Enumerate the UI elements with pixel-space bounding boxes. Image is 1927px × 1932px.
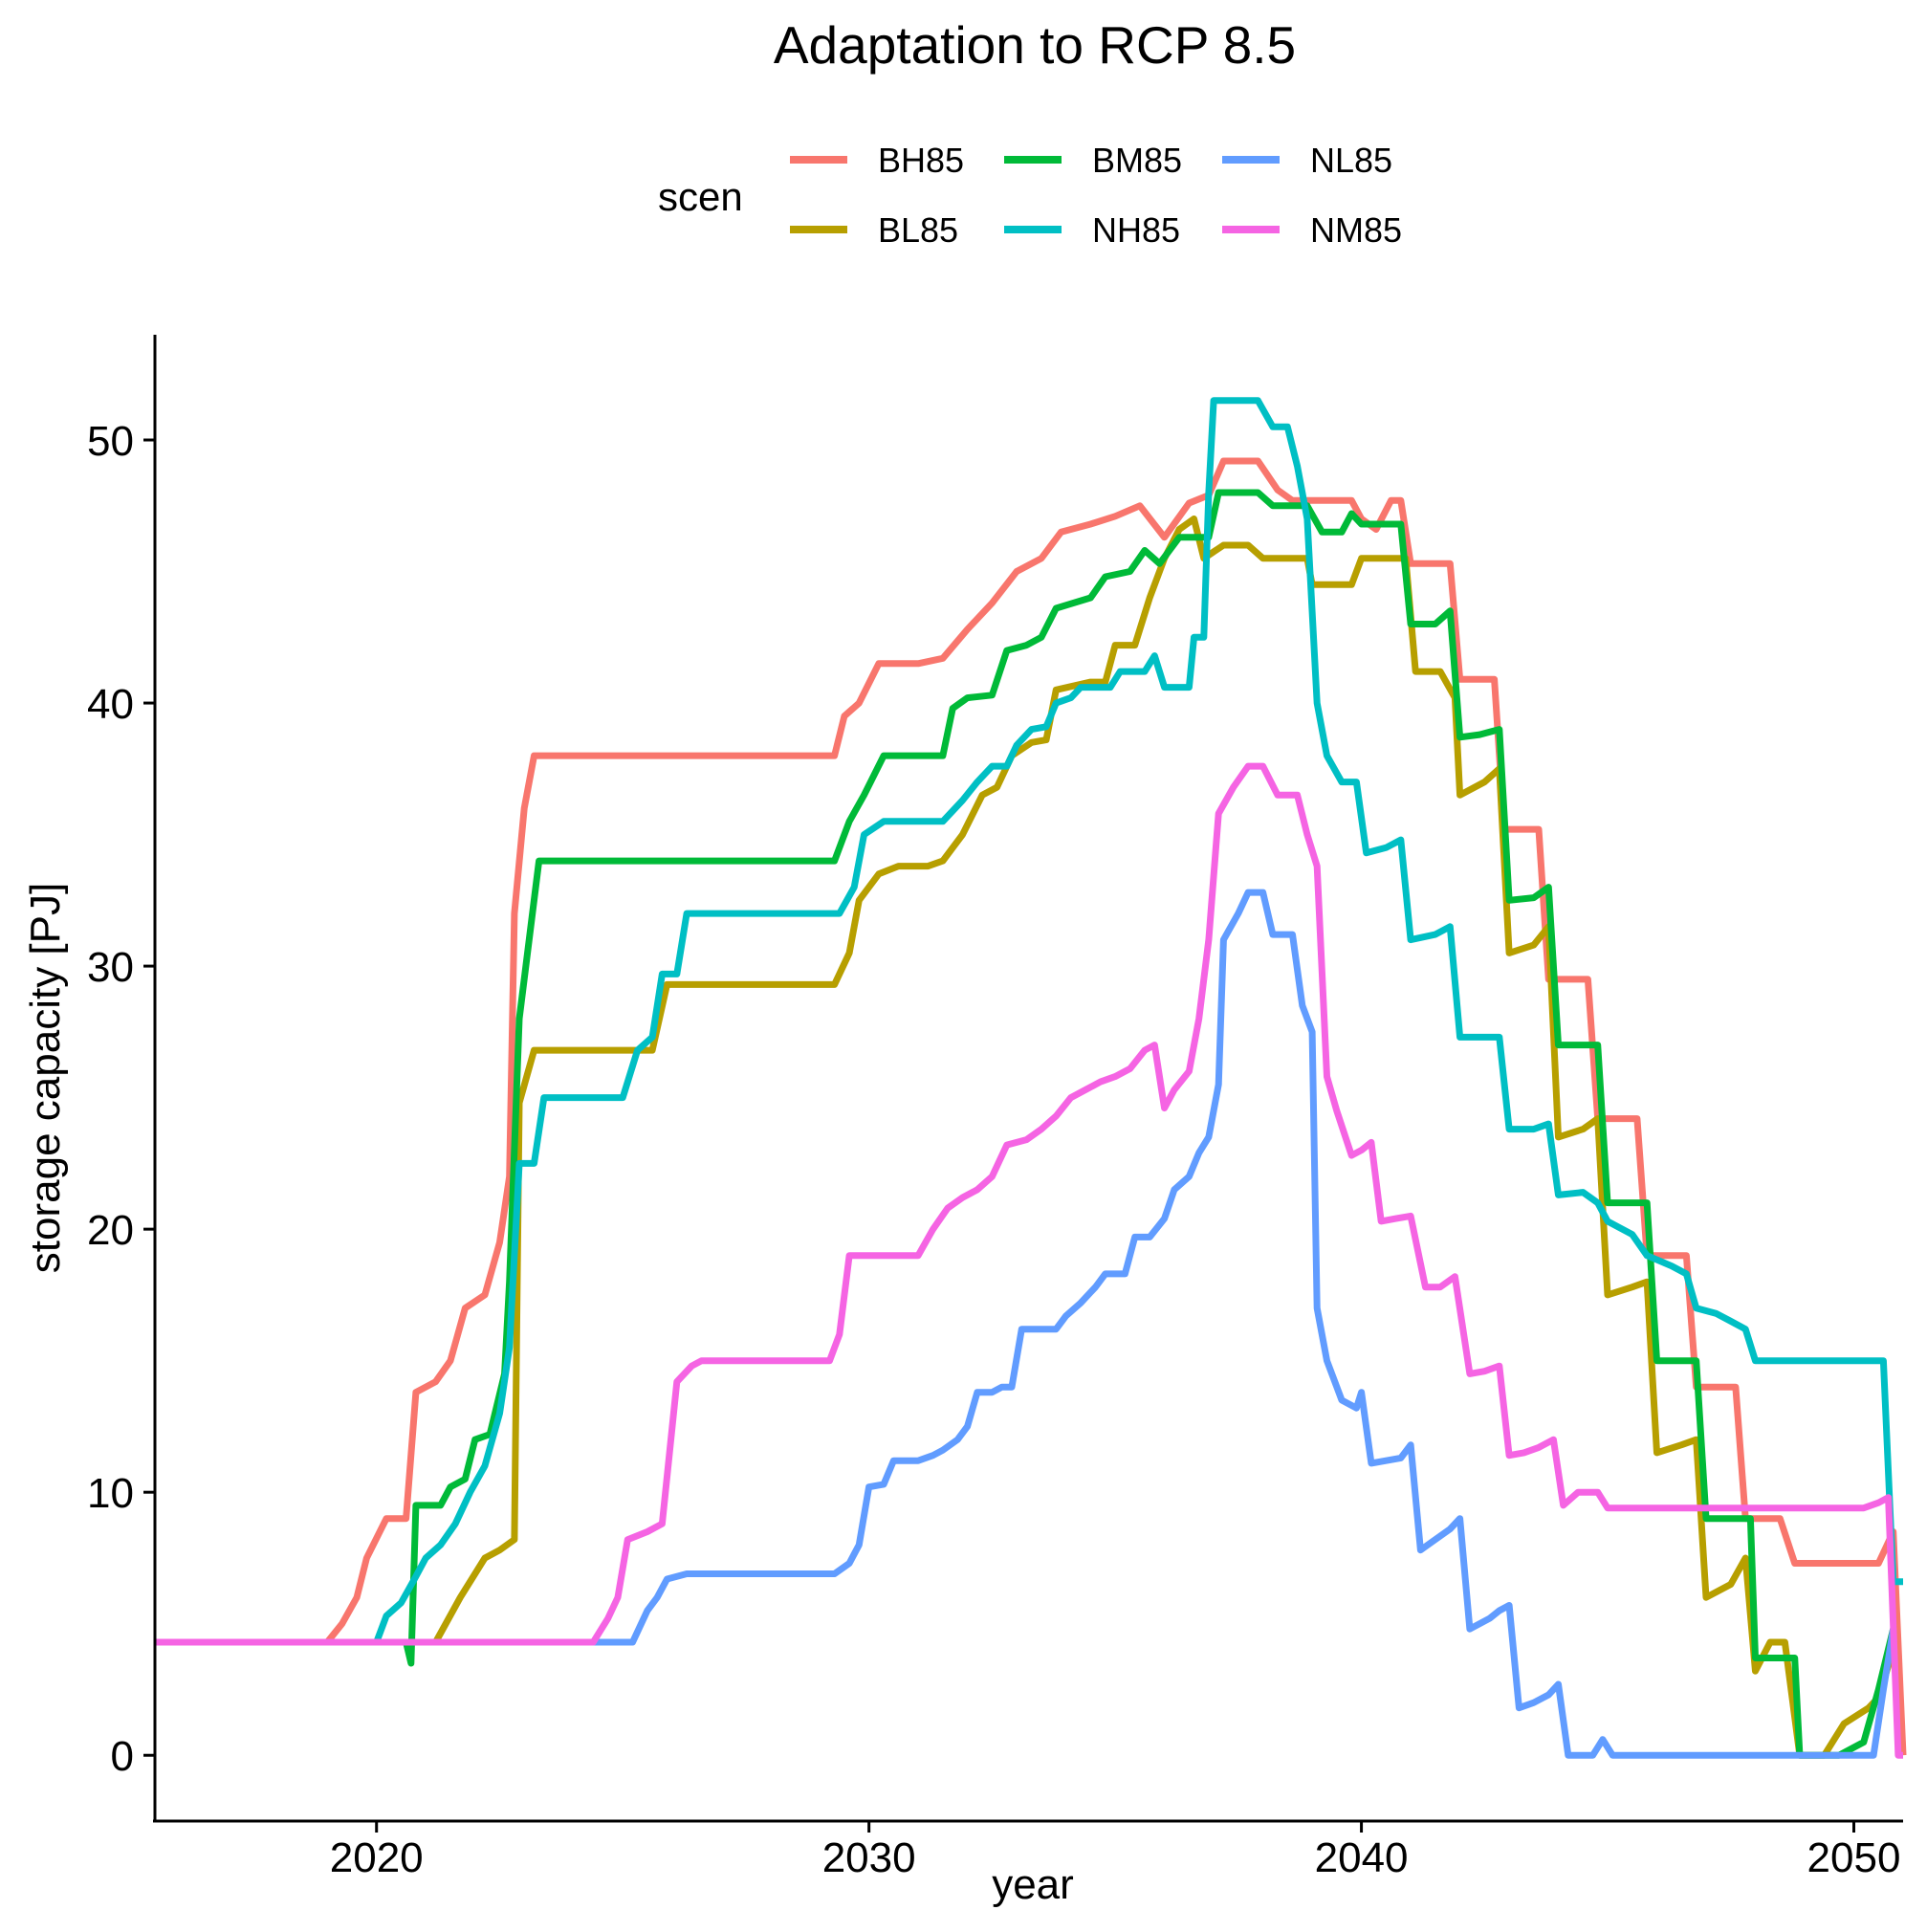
- series-line-bh85: [155, 457, 1907, 1756]
- legend-label: BM85: [1092, 141, 1182, 180]
- legend-item-nm85: NM85: [1222, 210, 1402, 250]
- y-axis-title: storage capacity [PJ]: [22, 883, 69, 1273]
- legend-item-nh85: NH85: [1004, 210, 1180, 250]
- x-tick-label: 2030: [822, 1834, 916, 1881]
- legend-label: BL85: [878, 210, 958, 250]
- x-tick-label: 2020: [330, 1834, 424, 1881]
- chart-title: Adaptation to RCP 8.5: [774, 15, 1296, 75]
- x-tick-label: 2040: [1315, 1834, 1409, 1881]
- legend-label: BH85: [878, 141, 964, 180]
- series-line-nh85: [155, 397, 1903, 1646]
- plot-lines: [155, 397, 1907, 1759]
- y-tick-label: 50: [87, 418, 134, 465]
- legend-items: BH85 BL85 BM85 NH85 NL85 NM85: [790, 141, 1402, 250]
- legend-label: NH85: [1092, 210, 1180, 250]
- legend-title: scen: [658, 174, 743, 219]
- series-line-bm85: [155, 489, 1897, 1759]
- y-tick-label: 20: [87, 1207, 134, 1254]
- legend-item-bh85: BH85: [790, 141, 964, 180]
- series-line-bl85: [155, 516, 1897, 1759]
- x-axis-title: year: [992, 1861, 1074, 1908]
- legend-label: NL85: [1310, 141, 1392, 180]
- series-line-nl85: [155, 889, 1897, 1759]
- x-ticks: 2020 2030 2040 2050: [330, 1821, 1901, 1881]
- y-tick-label: 40: [87, 681, 134, 728]
- y-tick-label: 10: [87, 1470, 134, 1517]
- x-tick-label: 2050: [1807, 1834, 1901, 1881]
- legend-item-bm85: BM85: [1004, 141, 1182, 180]
- y-tick-label: 0: [111, 1733, 134, 1780]
- y-ticks: 0 10 20 30 40 50: [87, 418, 155, 1780]
- series-line-nm85: [155, 762, 1903, 1759]
- legend-item-nl85: NL85: [1222, 141, 1392, 180]
- y-tick-label: 30: [87, 944, 134, 991]
- legend-label: NM85: [1310, 210, 1402, 250]
- legend: scen BH85 BL85 BM85 NH85 NL85 NM85: [658, 141, 1402, 250]
- legend-item-bl85: BL85: [790, 210, 958, 250]
